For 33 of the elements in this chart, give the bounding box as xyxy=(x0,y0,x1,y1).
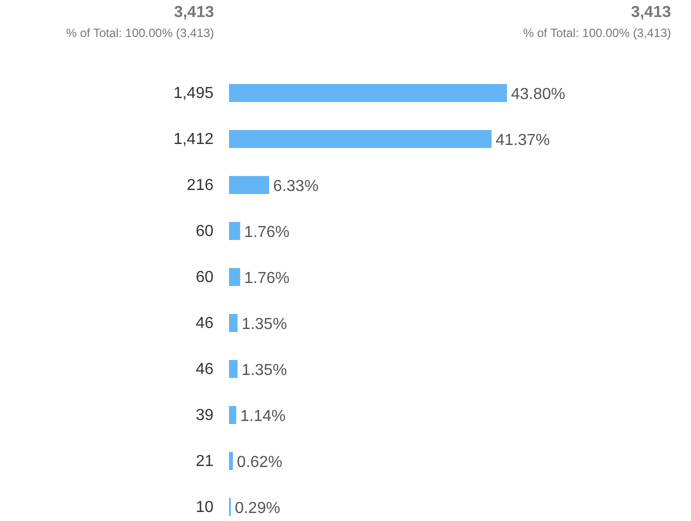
bar xyxy=(229,360,238,378)
data-label: 0.62% xyxy=(236,454,282,471)
y-tick-label: 60 xyxy=(196,223,214,240)
y-tick-label: 46 xyxy=(196,315,214,332)
data-label: 41.37% xyxy=(496,132,550,149)
bar xyxy=(229,176,270,194)
y-tick-label: 39 xyxy=(196,407,214,424)
text: % of Total: 100.00% (3,413) xyxy=(66,26,214,40)
data-label: 1.76% xyxy=(244,224,290,241)
text: 3,413 xyxy=(630,4,671,22)
data-label: 43.80% xyxy=(511,86,566,103)
data-label: 1.76% xyxy=(244,270,290,287)
bar xyxy=(229,84,507,102)
bar xyxy=(229,314,238,332)
data-label: 1.35% xyxy=(242,362,287,379)
bar xyxy=(229,268,240,286)
y-tick-label: 1,412 xyxy=(173,131,214,148)
data-label: 1.14% xyxy=(240,408,286,425)
bar xyxy=(229,452,233,470)
text: % of Total: 100.00% (3,413) xyxy=(523,26,671,40)
bar xyxy=(229,222,240,240)
y-tick-label: 21 xyxy=(196,453,214,470)
y-tick-label: 46 xyxy=(196,361,214,378)
data-label: 1.35% xyxy=(242,316,287,333)
bar xyxy=(229,406,236,424)
text: 3,413 xyxy=(174,4,214,22)
bar xyxy=(229,130,492,148)
data-label: 0.29% xyxy=(234,500,280,517)
y-tick-label: 60 xyxy=(196,269,214,286)
y-tick-label: 10 xyxy=(196,499,214,516)
y-tick-label: 216 xyxy=(186,177,214,194)
y-tick-label: 1,495 xyxy=(173,85,214,102)
data-label: 6.33% xyxy=(273,178,319,195)
